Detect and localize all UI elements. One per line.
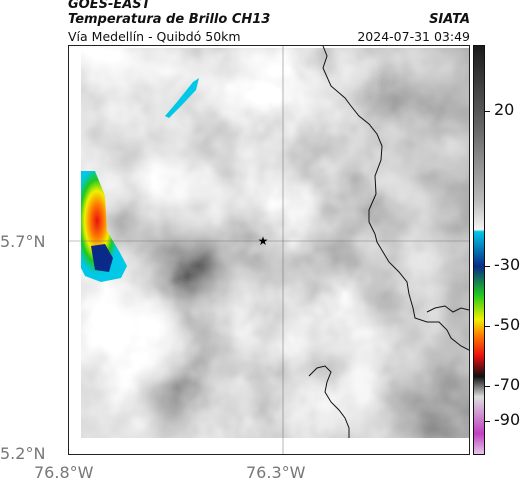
colorbar-tick-label: -90 [494, 410, 521, 429]
source-label: SIATA [429, 12, 470, 27]
department-boundary-east [426, 305, 469, 313]
cold-cloud-top [91, 244, 113, 272]
lat-tick-label: 5.2°N [0, 444, 46, 463]
colorbar [473, 45, 485, 455]
colorbar-tick-label: -50 [494, 315, 521, 334]
satellite-title: GOES-EAST [68, 0, 151, 12]
colorbar-tick-label: -70 [494, 375, 521, 394]
colorbar-tick-label: -30 [494, 255, 521, 274]
medellin-star-icon: ★ [258, 234, 269, 248]
department-boundary-south [308, 365, 350, 438]
lon-tick-label: 76.3°W [246, 463, 306, 482]
timestamp: 2024-07-31 03:49 [357, 29, 470, 44]
satellite-map: ★ [68, 45, 470, 455]
thin-cold-band [165, 78, 199, 118]
map-canvas: ★ [69, 46, 469, 454]
colorbar-tick-label: 20 [494, 100, 515, 119]
lon-tick-label: 76.8°W [34, 463, 94, 482]
product-title: Temperatura de Brillo CH13 [68, 12, 271, 27]
route-subtitle: Vía Medellín - Quibdó 50km [68, 29, 241, 44]
department-boundary [322, 46, 469, 351]
lat-tick-label: 5.7°N [0, 232, 46, 251]
